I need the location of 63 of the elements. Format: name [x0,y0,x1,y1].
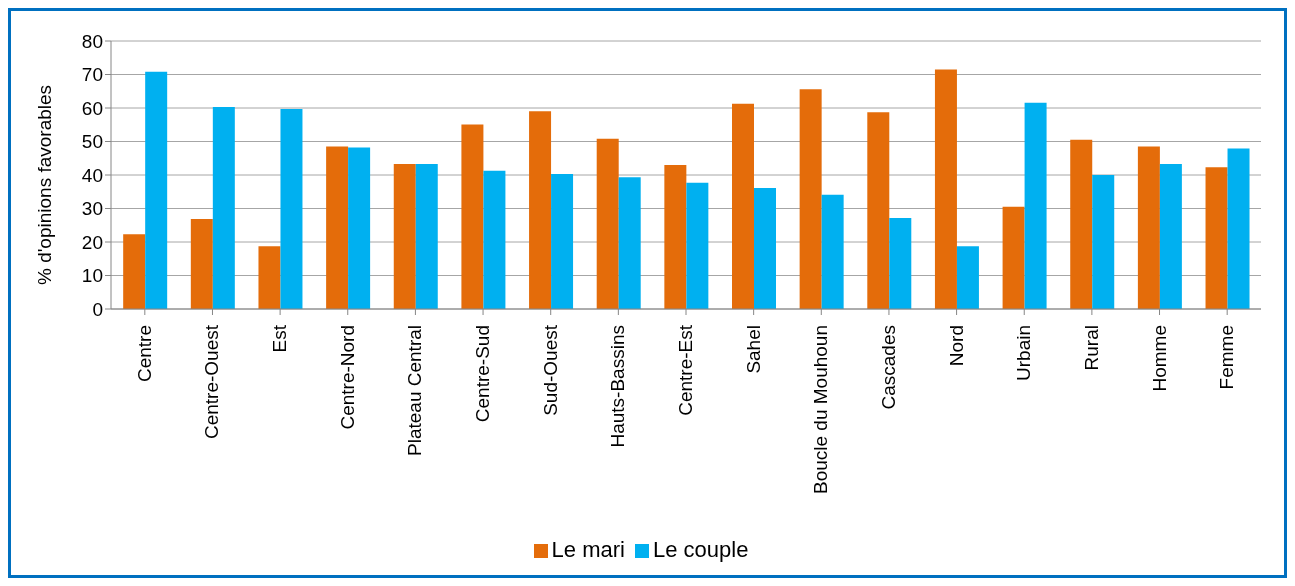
bar [258,246,281,309]
x-tick-label: Nord [945,325,967,367]
y-tick-label: 20 [81,231,103,253]
x-tick-label: Boucle du Mouhoun [810,325,832,495]
x-tick-label: Centre-Sud [472,325,494,423]
y-tick-label: 0 [92,298,103,320]
bar [1137,146,1160,309]
bar [934,69,957,309]
y-tick-label: 60 [81,97,103,119]
x-tick-label: Centre-Ouest [201,324,223,440]
bar [212,107,235,309]
bar [529,111,552,309]
bar [1092,175,1115,309]
x-tick-label: Plateau Central [404,325,426,456]
y-tick-label: 50 [81,131,103,153]
x-tick-label: Centre [133,325,155,383]
bar [732,103,754,309]
bar [867,112,890,309]
x-tick-label: Centre-Est [675,324,696,416]
bar [686,182,709,309]
x-tick-label: Sahel [742,325,764,374]
legend-label: Le mari [551,537,625,562]
x-tick-label: Centre-Nord [336,325,358,430]
bar [956,246,979,309]
x-tick-label: Cascades [877,325,899,410]
bar [596,138,619,309]
bar [799,89,822,309]
x-tick-label: Femme [1216,325,1238,390]
bar [1159,163,1182,309]
bar [664,164,687,309]
x-tick-label: Est [269,324,291,353]
y-tick-label: 30 [81,198,103,220]
x-tick-label: Sud-Ouest [539,324,561,416]
bar [415,163,438,309]
bar [348,147,371,309]
bar [1070,139,1093,309]
legend-label: Le couple [652,537,749,562]
y-tick-label: 10 [81,265,103,287]
bar [1002,206,1025,309]
bar [393,163,416,309]
y-axis-title: % d'opinions favorables [33,84,55,285]
x-tick-label: Homme [1148,325,1170,392]
x-tick-label: Urbain [1013,325,1035,381]
bar [551,174,574,309]
bar [483,170,506,309]
bar [1205,167,1228,309]
bar [190,218,213,309]
y-tick-label: 70 [81,64,103,86]
bar [280,109,303,309]
y-tick-label: 40 [81,164,103,186]
x-tick-label: Rural [1080,325,1102,371]
bar [123,234,146,309]
bar [821,194,844,309]
x-tick-label: Hauts-Bassins [607,325,629,448]
y-tick-label: 80 [81,30,103,52]
bar [889,217,912,309]
bar [1227,148,1250,309]
bar [326,146,349,309]
bar [145,71,168,309]
bar [461,124,484,309]
bar [618,177,641,309]
bar [754,188,776,309]
bar [1024,102,1047,309]
